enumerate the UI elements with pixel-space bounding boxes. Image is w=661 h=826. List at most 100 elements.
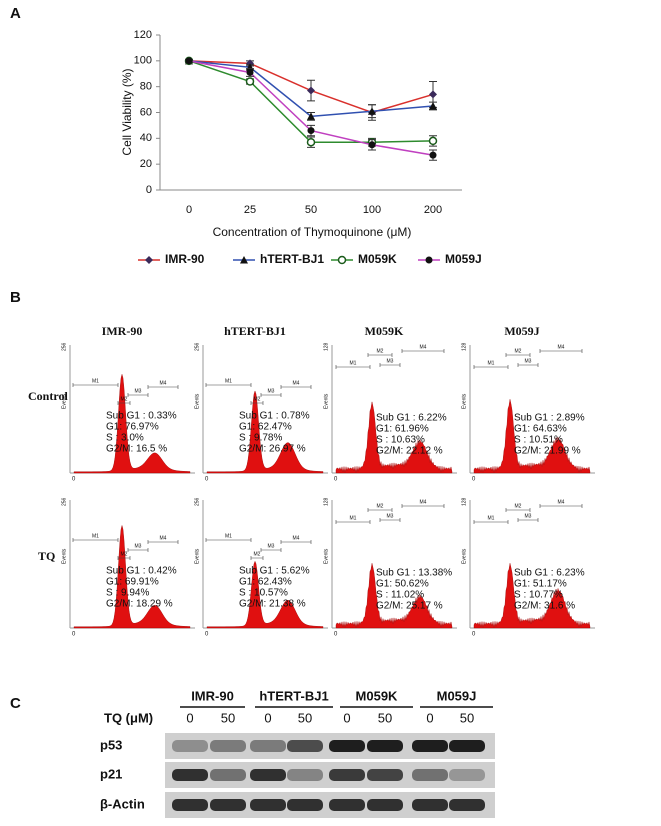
label: A — [10, 5, 21, 22]
gate-label: M4 — [293, 535, 300, 541]
stat: Sub G1 : 6.22% — [376, 413, 447, 424]
stat: G2/M: 18.29 % — [106, 599, 173, 610]
stat: G1: 51.17% — [514, 579, 567, 590]
gate-label: M1 — [488, 515, 495, 521]
label: hTERT-BJ1 — [224, 324, 286, 338]
marker — [337, 255, 347, 265]
label: M059K — [365, 324, 404, 338]
origin: 0 — [205, 477, 209, 483]
band — [250, 769, 286, 781]
label: 100 — [363, 204, 381, 216]
histogram — [473, 563, 591, 629]
stat: G1: 62.43% — [239, 577, 292, 588]
y-axis-label: Events — [323, 393, 329, 409]
label: 20 — [140, 158, 152, 170]
marker — [425, 256, 433, 264]
label: 25 — [244, 204, 256, 216]
band — [287, 740, 323, 752]
label: 100 — [134, 55, 152, 67]
gate — [539, 504, 583, 508]
gate — [72, 383, 119, 387]
gate-label: M4 — [558, 499, 565, 505]
gate-label: M1 — [488, 360, 495, 366]
marker — [245, 77, 255, 86]
legend-label: IMR-90 — [165, 252, 205, 266]
gate-label: M2 — [121, 396, 128, 402]
label: IMR-90 — [102, 324, 143, 338]
histogram-panel: 256 Events 0 M1 M2 M3 M4 Sub G1 : 0.33%G1: 76.9… — [61, 342, 195, 483]
histogram — [73, 525, 191, 629]
gate-label: M3 — [135, 388, 142, 394]
legend-label: M059J — [445, 252, 482, 266]
histogram — [335, 401, 453, 474]
band — [367, 740, 403, 752]
marker — [307, 112, 315, 120]
gate — [127, 393, 149, 397]
gate-label: M3 — [525, 513, 532, 519]
stat: G1: 62.47% — [239, 422, 292, 433]
gate-label: M2 — [515, 348, 522, 354]
gate — [539, 349, 583, 353]
band — [412, 799, 448, 811]
label: 0 — [426, 710, 433, 725]
origin: 0 — [334, 632, 338, 638]
gate — [401, 504, 445, 508]
label: 50 — [221, 710, 235, 725]
stat: S : 10.77% — [514, 590, 563, 601]
gate-label: M4 — [160, 535, 167, 541]
gate — [379, 518, 401, 522]
y-max: 256 — [194, 342, 200, 351]
band — [329, 769, 365, 781]
gate — [117, 556, 131, 560]
stat: S : 10.63% — [376, 435, 425, 446]
gate-label: M3 — [135, 543, 142, 549]
gate-label: M4 — [293, 380, 300, 386]
label: C — [10, 695, 21, 712]
y-axis-label: Events — [461, 548, 467, 564]
origin: 0 — [472, 477, 476, 483]
gate-label: M3 — [268, 543, 275, 549]
gate — [205, 538, 252, 542]
label: 50 — [305, 204, 317, 216]
gate — [260, 548, 282, 552]
origin: 0 — [472, 632, 476, 638]
band — [449, 799, 485, 811]
marker — [246, 68, 254, 76]
gate — [401, 349, 445, 353]
gate-label: M2 — [254, 551, 261, 557]
stat: S : 10.51% — [514, 435, 563, 446]
gate — [473, 520, 509, 524]
gate — [260, 393, 282, 397]
stat: G2/M: 25.17 % — [376, 601, 443, 612]
label: β-Actin — [100, 796, 145, 811]
stat: Sub G1 : 0.78% — [239, 411, 310, 422]
stat: G1: 50.62% — [376, 579, 429, 590]
label: 80 — [140, 81, 152, 93]
gate-label: M1 — [350, 360, 357, 366]
band — [449, 740, 485, 752]
label: 50 — [298, 710, 312, 725]
stat: S : 3.0% — [106, 433, 144, 444]
gate — [250, 401, 264, 405]
histogram — [73, 373, 191, 474]
gate-label: M1 — [92, 378, 99, 384]
histogram-panel: 256 Events 0 M1 M2 M3 M4 Sub G1 : 0.78%G1: 62.4… — [194, 342, 328, 483]
label: p21 — [100, 766, 122, 781]
gate-label: M2 — [254, 396, 261, 402]
label: 60 — [140, 106, 152, 118]
label: 0 — [146, 184, 152, 196]
marker — [428, 136, 438, 146]
histogram — [335, 563, 453, 629]
gate-label: M2 — [377, 503, 384, 509]
gate-label: M1 — [350, 515, 357, 521]
y-max: 128 — [323, 497, 329, 506]
gate — [117, 401, 131, 405]
stat: S : 10.57% — [239, 588, 288, 599]
y-max: 128 — [323, 342, 329, 351]
gate — [127, 548, 149, 552]
stat: Sub G1 : 13.38% — [376, 568, 452, 579]
label: 0 — [343, 710, 350, 725]
